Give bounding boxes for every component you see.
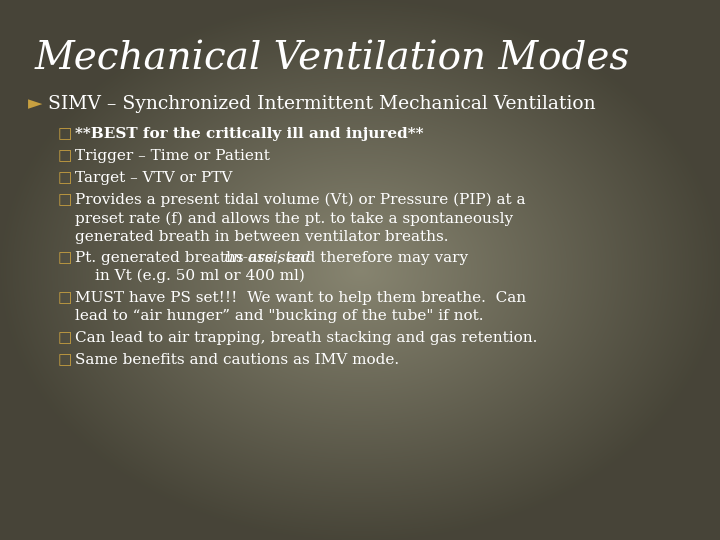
Text: □: □ <box>58 291 73 305</box>
Text: □: □ <box>58 171 73 185</box>
Text: □: □ <box>58 331 73 345</box>
Text: Pt. generated breaths are: Pt. generated breaths are <box>75 251 279 265</box>
Text: un-assisted: un-assisted <box>224 251 311 265</box>
Text: MUST have PS set!!!  We want to help them breathe.  Can
lead to “air hunger” and: MUST have PS set!!! We want to help them… <box>75 291 526 323</box>
Text: □: □ <box>58 149 73 163</box>
Text: **BEST for the critically ill and injured**: **BEST for the critically ill and injure… <box>75 127 423 141</box>
Text: □: □ <box>58 127 73 141</box>
Text: □: □ <box>58 193 73 207</box>
Text: ►: ► <box>28 95 42 113</box>
Text: □: □ <box>58 251 73 265</box>
Text: Can lead to air trapping, breath stacking and gas retention.: Can lead to air trapping, breath stackin… <box>75 331 537 345</box>
Text: SIMV – Synchronized Intermittent Mechanical Ventilation: SIMV – Synchronized Intermittent Mechani… <box>48 95 595 113</box>
Text: in Vt (e.g. 50 ml or 400 ml): in Vt (e.g. 50 ml or 400 ml) <box>95 269 305 284</box>
Text: Trigger – Time or Patient: Trigger – Time or Patient <box>75 149 270 163</box>
Text: Same benefits and cautions as IMV mode.: Same benefits and cautions as IMV mode. <box>75 353 399 367</box>
Text: □: □ <box>58 353 73 367</box>
Text: Provides a present tidal volume (Vt) or Pressure (PIP) at a
preset rate (f) and : Provides a present tidal volume (Vt) or … <box>75 193 526 244</box>
Text: Target – VTV or PTV: Target – VTV or PTV <box>75 171 233 185</box>
Text: Mechanical Ventilation Modes: Mechanical Ventilation Modes <box>35 40 631 77</box>
Text: , and therefore may vary: , and therefore may vary <box>277 251 468 265</box>
